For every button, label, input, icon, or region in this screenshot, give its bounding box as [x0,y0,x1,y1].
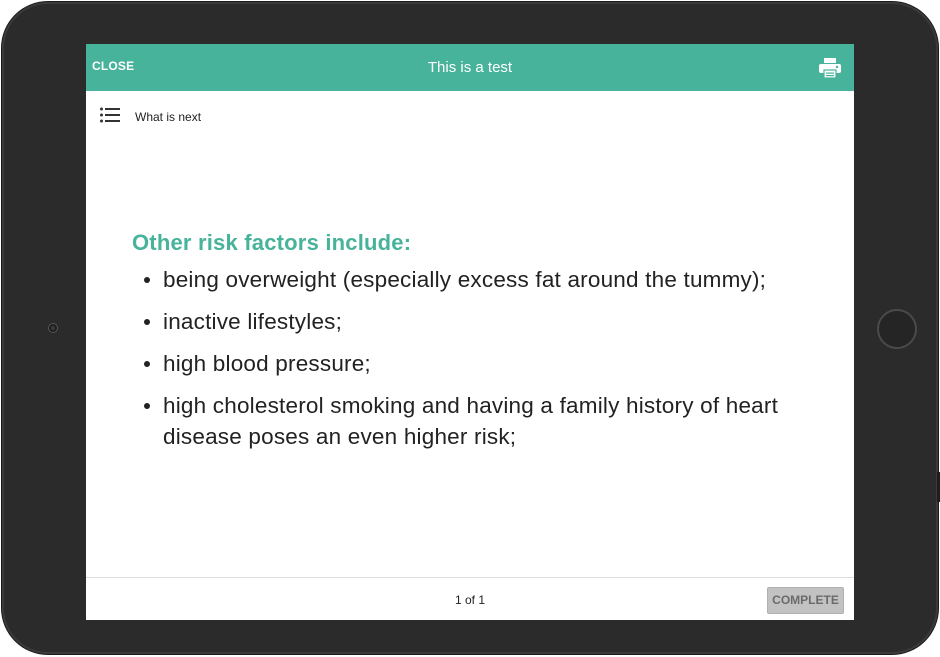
list-item: high blood pressure; [132,348,812,379]
page-indicator: 1 of 1 [454,593,486,607]
content-heading: Other risk factors include: [132,230,412,255]
toolbar: What is next [86,91,854,141]
list-item: being overweight (especially excess fat … [132,264,812,295]
top-bar: CLOSE This is a test [86,44,854,91]
camera-icon [48,323,58,333]
close-button[interactable]: CLOSE [92,59,135,73]
home-button[interactable] [877,309,917,349]
content-area: Other risk factors include: being overwe… [132,230,812,463]
list-item: inactive lifestyles; [132,306,812,337]
bullet-list: being overweight (especially excess fat … [132,264,812,452]
list-icon[interactable] [100,107,120,123]
list-item: high cholesterol smoking and having a fa… [132,390,812,452]
footer-bar: 1 of 1 COMPLETE [86,577,854,620]
app-screen: CLOSE This is a test [86,44,854,620]
side-button [937,472,940,502]
page-title: This is a test [427,59,513,76]
complete-button[interactable]: COMPLETE [767,587,844,614]
what-is-next-link[interactable]: What is next [135,110,202,124]
printer-icon[interactable] [818,57,842,79]
